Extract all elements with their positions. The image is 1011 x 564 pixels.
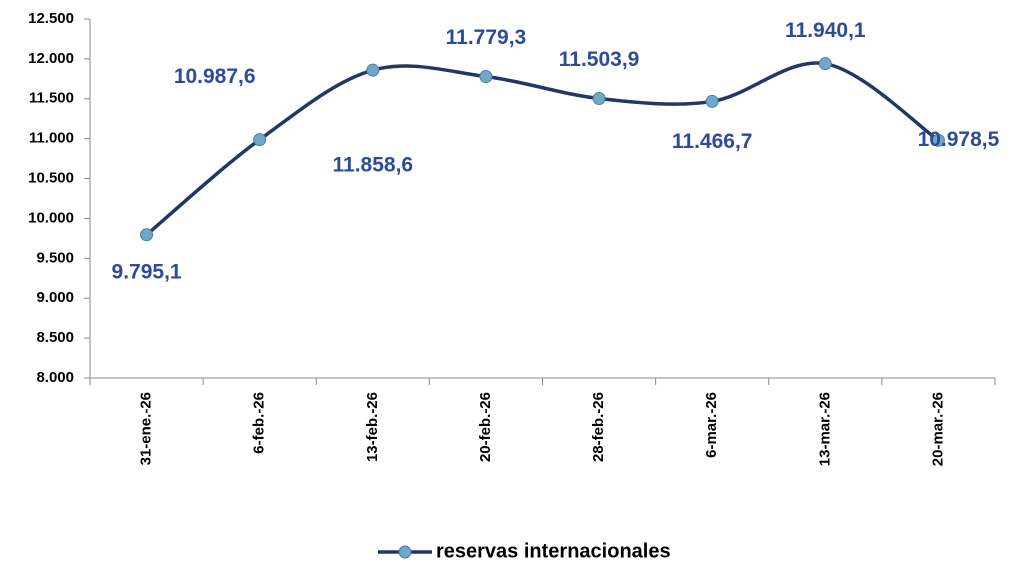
data-label: 11.779,3 bbox=[446, 26, 527, 49]
x-tick-label: 20-mar.-26 bbox=[929, 392, 946, 466]
y-tick-label: 10.000 bbox=[28, 209, 74, 226]
x-tick-label: 6-feb.-26 bbox=[251, 392, 268, 454]
y-tick-label: 12.500 bbox=[28, 10, 74, 27]
y-tick-label: 11.000 bbox=[29, 130, 74, 147]
x-tick-label: 31-ene.-26 bbox=[138, 392, 155, 465]
series-line bbox=[145, 61, 940, 237]
y-tick-label: 11.500 bbox=[29, 90, 74, 107]
data-label: 10.987,6 bbox=[174, 65, 256, 88]
data-label: 10.978,5 bbox=[918, 128, 1000, 151]
data-label: 9.795,1 bbox=[112, 260, 182, 283]
x-tick-label: 13-mar.-26 bbox=[816, 392, 833, 466]
y-tick-label: 8.500 bbox=[36, 329, 74, 346]
data-label: 11.858,6 bbox=[333, 154, 414, 177]
legend-label: reservas internacionales bbox=[436, 540, 671, 562]
point bbox=[818, 57, 832, 71]
point bbox=[479, 69, 493, 83]
point bbox=[253, 133, 267, 147]
y-tick-label: 9.000 bbox=[36, 289, 74, 306]
x-tick-label: 13-feb.-26 bbox=[364, 392, 381, 462]
point bbox=[366, 63, 380, 77]
data-label: 11.466,7 bbox=[672, 130, 753, 153]
point bbox=[931, 133, 945, 147]
x-tick-label: 28-feb.-26 bbox=[590, 392, 607, 462]
point bbox=[140, 228, 154, 242]
point bbox=[705, 94, 719, 108]
y-tick-label: 9.500 bbox=[36, 249, 74, 266]
x-tick-label: 6-mar.-26 bbox=[703, 392, 720, 458]
y-tick-label: 10.500 bbox=[28, 170, 74, 187]
x-tick-label: 20-feb.-26 bbox=[477, 392, 494, 462]
y-tick-label: 8.000 bbox=[36, 369, 74, 386]
data-label: 11.503,9 bbox=[559, 48, 640, 71]
data-label: 11.940,1 bbox=[785, 19, 866, 42]
point bbox=[592, 91, 606, 105]
y-tick-label: 12.000 bbox=[28, 50, 74, 67]
legend-marker bbox=[398, 545, 412, 559]
